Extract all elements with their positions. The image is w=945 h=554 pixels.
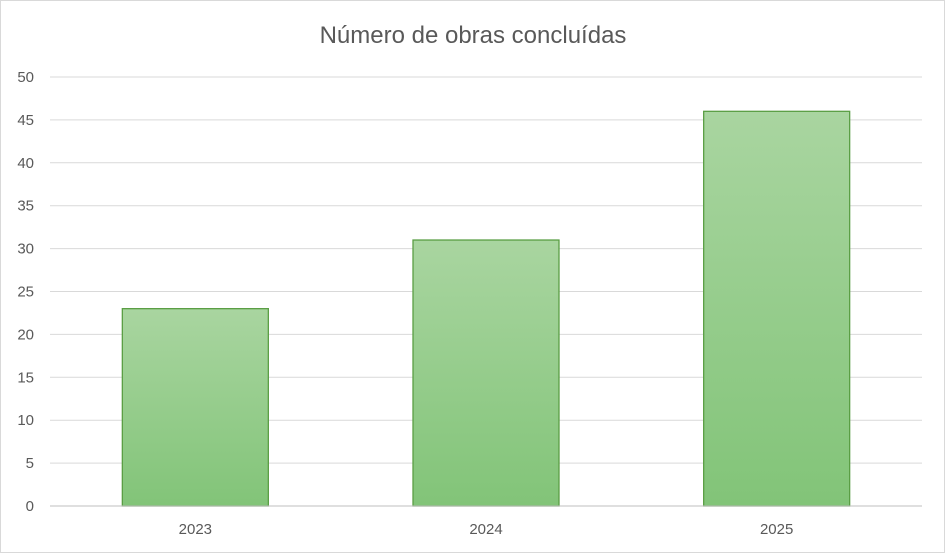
y-tick-label: 5	[26, 455, 34, 472]
chart-title: Número de obras concluídas	[320, 22, 627, 49]
x-axis-tick-labels: 2023 2024 2025	[179, 521, 794, 538]
bars	[121, 110, 851, 507]
y-tick-label: 20	[17, 326, 34, 343]
x-tick-label: 2024	[469, 521, 502, 538]
y-axis-tick-labels: 0 5 10 15 20 25 30 35 40 45 50	[17, 69, 34, 515]
bar-2023	[121, 308, 269, 507]
y-tick-label: 25	[17, 284, 34, 301]
x-tick-label: 2023	[179, 521, 212, 538]
y-tick-label: 50	[17, 69, 34, 86]
bar-2025	[703, 110, 851, 507]
bar-2024	[412, 239, 560, 507]
y-tick-label: 40	[17, 155, 34, 172]
y-tick-label: 30	[17, 241, 34, 258]
y-tick-label: 35	[17, 198, 34, 215]
x-tick-label: 2025	[760, 521, 793, 538]
y-tick-label: 0	[26, 498, 34, 515]
y-tick-label: 45	[17, 112, 34, 129]
y-tick-label: 10	[17, 412, 34, 429]
y-tick-label: 15	[17, 369, 34, 386]
